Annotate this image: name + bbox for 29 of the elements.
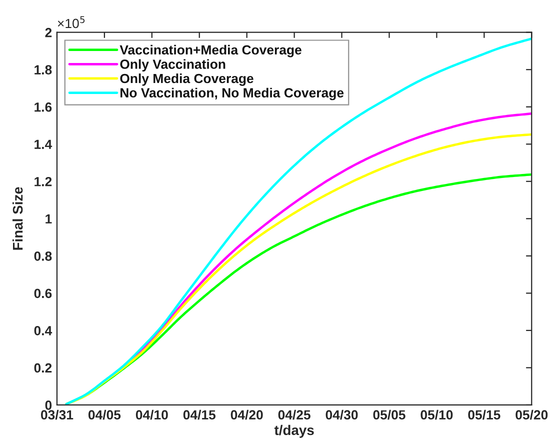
y-tick-label: 0.8 xyxy=(34,251,52,261)
x-tick-label: 04/10 xyxy=(136,410,168,420)
legend-label: No Vaccination, No Media Coverage xyxy=(120,88,344,100)
x-tick-label: 05/20 xyxy=(516,410,548,420)
legend-label: Only Vaccination xyxy=(120,59,226,72)
y-tick-label: 1.8 xyxy=(34,65,52,75)
legend-label: Only Media Coverage xyxy=(120,73,254,86)
x-tick-label: 05/05 xyxy=(373,410,406,420)
y-tick-label: 0.4 xyxy=(34,326,52,336)
y-axis-title: Final Size xyxy=(12,187,23,250)
x-tick-label: 04/30 xyxy=(326,410,358,420)
x-tick-label: 04/15 xyxy=(183,410,216,420)
legend-label: Vaccination+Media Coverage xyxy=(120,44,302,58)
x-tick-label: 05/10 xyxy=(420,410,453,420)
y-tick-label: 1 xyxy=(46,214,52,224)
y-tick-label: 1.2 xyxy=(34,176,52,186)
y-tick-label: 0 xyxy=(45,400,52,410)
y-tick-label: 0.6 xyxy=(34,288,52,298)
x-tick-label: 04/05 xyxy=(88,410,121,420)
x-tick-label: 05/15 xyxy=(468,410,500,420)
text: ×10$^{5}$ xyxy=(58,16,85,28)
x-tick-label: 04/25 xyxy=(278,410,310,420)
y-tick-label: 1.6 xyxy=(34,102,52,112)
x-tick-label: 03/31 xyxy=(40,410,74,420)
x-tick-label: 04/20 xyxy=(230,410,263,420)
y-tick-label: 1.4 xyxy=(34,140,52,149)
y-tick-label: 2 xyxy=(45,28,52,38)
x-axis-title: t/days xyxy=(274,424,314,438)
y-tick-label: 0.2 xyxy=(34,363,52,373)
